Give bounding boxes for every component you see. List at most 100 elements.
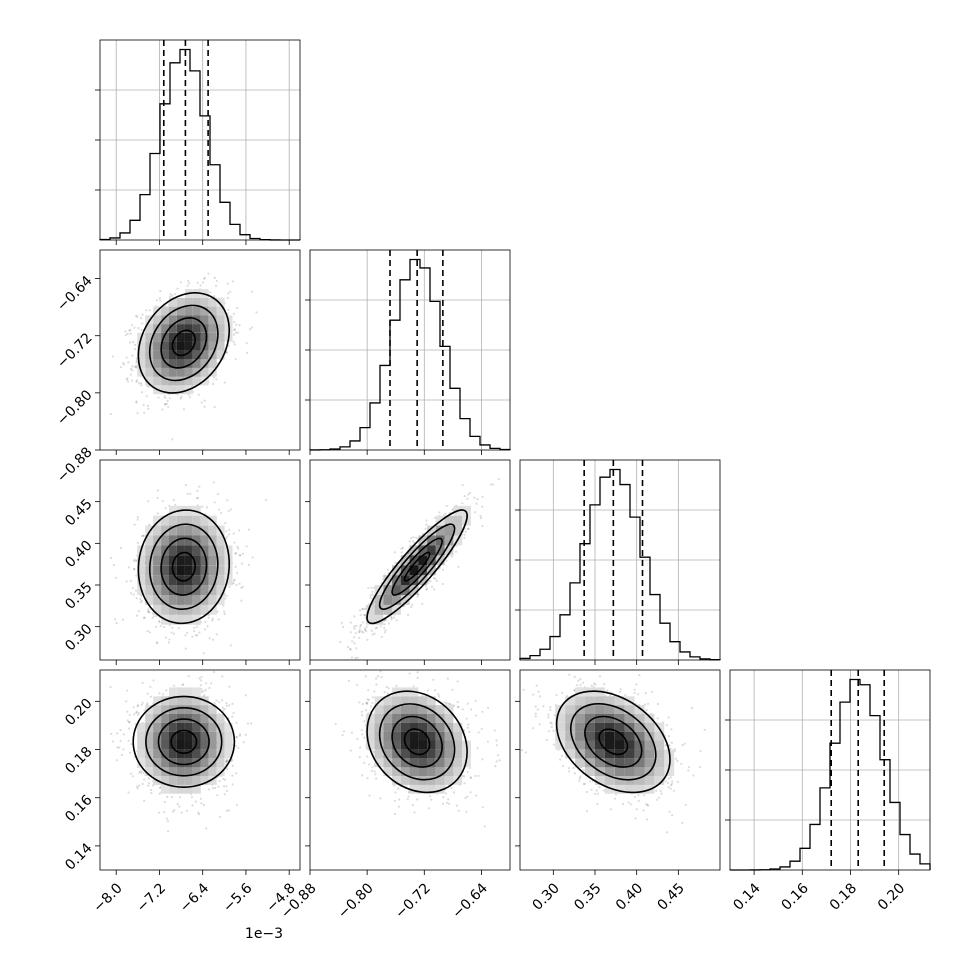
scatter-point-3-1-1024 bbox=[142, 534, 146, 537]
density-cell-3-1 bbox=[184, 545, 193, 556]
density-cell-2-1 bbox=[208, 359, 217, 368]
contour-3-1-4 bbox=[137, 509, 231, 625]
scatter-point-3-1-39 bbox=[151, 617, 154, 620]
density-cell-3-1 bbox=[208, 545, 217, 556]
scatter-point-2-1-768 bbox=[159, 299, 162, 302]
scatter-point-2-1-1340 bbox=[233, 328, 236, 331]
density-cell-2-1 bbox=[192, 350, 201, 360]
density-cell-2-1 bbox=[177, 359, 185, 368]
density-cell-3-1 bbox=[161, 585, 169, 595]
scatter-point-3-2-410 bbox=[481, 505, 484, 508]
histogram-2 bbox=[309, 258, 511, 451]
density-cell-2-1 bbox=[145, 376, 154, 386]
scatter-point-3-1-808 bbox=[204, 620, 207, 623]
density-cell-2-1 bbox=[184, 306, 193, 316]
scatter-point-4-1-88 bbox=[147, 784, 150, 787]
scatter-point-3-1-1367 bbox=[195, 625, 198, 629]
scatter-point-3-2-1030 bbox=[363, 614, 366, 617]
density-cell-3-1 bbox=[200, 525, 209, 536]
density-cell-2-1 bbox=[184, 367, 193, 377]
scatter-point-2-1-687 bbox=[213, 405, 216, 409]
density-cell-3-1 bbox=[192, 575, 201, 586]
scatter-point-3-1-636 bbox=[148, 611, 151, 614]
scatter-point-2-1-961 bbox=[234, 331, 238, 334]
density-cell-2-1 bbox=[184, 315, 193, 325]
scatter-point-3-1-578 bbox=[235, 583, 238, 587]
density-cell-2-1 bbox=[200, 315, 209, 325]
scatter-point-3-1-600 bbox=[165, 636, 168, 639]
scatter-point-2-1-287 bbox=[125, 356, 128, 359]
scatter-point-2-1-419 bbox=[135, 364, 138, 367]
scatter-point-2-1-437 bbox=[215, 279, 218, 282]
density-cell-2-1 bbox=[153, 376, 161, 386]
scatter-point-3-2-1257 bbox=[371, 593, 374, 596]
scatter-point-2-1-741 bbox=[142, 403, 145, 407]
scatter-point-2-1-229 bbox=[196, 281, 199, 284]
scatter-point-2-1-1261 bbox=[129, 332, 132, 335]
scatter-point-4-1-138 bbox=[116, 732, 119, 735]
histogram-panel-2 bbox=[305, 249, 511, 455]
scatter-point-4-1-401 bbox=[200, 690, 203, 694]
scatter-point-2-1-418 bbox=[164, 403, 167, 406]
density-cell-3-1 bbox=[184, 515, 193, 526]
density-cell-3-1 bbox=[145, 525, 154, 536]
density-cell-2-1 bbox=[200, 332, 209, 342]
scatter-point-3-1-324 bbox=[133, 568, 136, 571]
scatter-point-2-1-637 bbox=[248, 328, 252, 331]
density-cell-2-1 bbox=[169, 385, 177, 395]
scatter-point-3-2-432 bbox=[444, 512, 447, 515]
density-cell-2-1 bbox=[184, 332, 193, 342]
scatter-point-3-1-905 bbox=[109, 556, 113, 560]
density-cell-3-2 bbox=[453, 515, 463, 526]
scatter-point-2-1-410 bbox=[209, 291, 212, 294]
scatter-point-2-1-970 bbox=[123, 363, 126, 366]
scatter-point-2-1-780 bbox=[146, 404, 150, 407]
scatter-point-3-1-1181 bbox=[232, 582, 235, 585]
scatter-point-2-1-909 bbox=[166, 399, 169, 402]
scatter-point-2-1-1218 bbox=[227, 292, 230, 295]
scatter-point-2-1-1102 bbox=[168, 397, 172, 400]
density-cell-3-1 bbox=[192, 604, 201, 615]
density-cell-3-1 bbox=[153, 604, 161, 615]
scatter-panel-2-1 bbox=[95, 249, 301, 455]
scatter-point-3-2-874 bbox=[379, 625, 382, 628]
histogram-panel-1 bbox=[95, 39, 301, 245]
density-cell-2-1 bbox=[153, 341, 161, 351]
density-cell-3-1 bbox=[169, 555, 177, 566]
density-cell-3-1 bbox=[169, 585, 177, 595]
scatter-point-3-1-1198 bbox=[164, 507, 167, 510]
scatter-point-4-1-325 bbox=[147, 777, 150, 780]
scatter-point-3-1-1163 bbox=[206, 506, 209, 509]
density-cell-2-1 bbox=[161, 306, 169, 316]
scatter-point-2-1-671 bbox=[229, 290, 232, 293]
density-cell-2-1 bbox=[184, 341, 193, 351]
scatter-point-2-1-1070 bbox=[127, 361, 130, 364]
scatter-point-3-2-485 bbox=[359, 609, 362, 612]
scatter-point-3-1-563 bbox=[129, 592, 133, 595]
density-cell-2-1 bbox=[177, 385, 185, 395]
scatter-point-2-1-347 bbox=[236, 307, 239, 310]
density-cell-3-1 bbox=[184, 595, 193, 605]
scatter-point-3-1-1144 bbox=[233, 541, 236, 544]
scatter-point-3-2-1301 bbox=[373, 632, 376, 635]
scatter-point-2-1-641 bbox=[128, 341, 132, 344]
scatter-point-3-2-1300 bbox=[383, 626, 386, 630]
scatter-point-3-1-1357 bbox=[186, 492, 189, 495]
scatter-point-4-1-222 bbox=[187, 675, 190, 678]
scatter-point-3-1-1063 bbox=[227, 509, 230, 513]
scatter-point-2-1-872 bbox=[211, 382, 214, 386]
scatter-point-4-1-9 bbox=[150, 791, 153, 795]
scatter-point-3-1-397 bbox=[152, 615, 155, 618]
scatter-point-2-1-1181 bbox=[214, 284, 218, 287]
scatter-point-3-1-892 bbox=[212, 481, 215, 484]
scatter-point-3-1-834 bbox=[155, 625, 158, 629]
density-cell-2-1 bbox=[208, 341, 217, 351]
scatter-point-3-2-791 bbox=[365, 625, 368, 628]
scatter-point-2-1-800 bbox=[233, 328, 236, 332]
density-cell-3-1 bbox=[153, 525, 161, 536]
scatter-point-3-2-1073 bbox=[359, 623, 362, 627]
density-cell-3-2 bbox=[418, 555, 428, 566]
density-cell-2-1 bbox=[177, 297, 185, 307]
scatter-point-2-1-87 bbox=[124, 330, 127, 333]
scatter-point-3-2-892 bbox=[411, 603, 414, 606]
